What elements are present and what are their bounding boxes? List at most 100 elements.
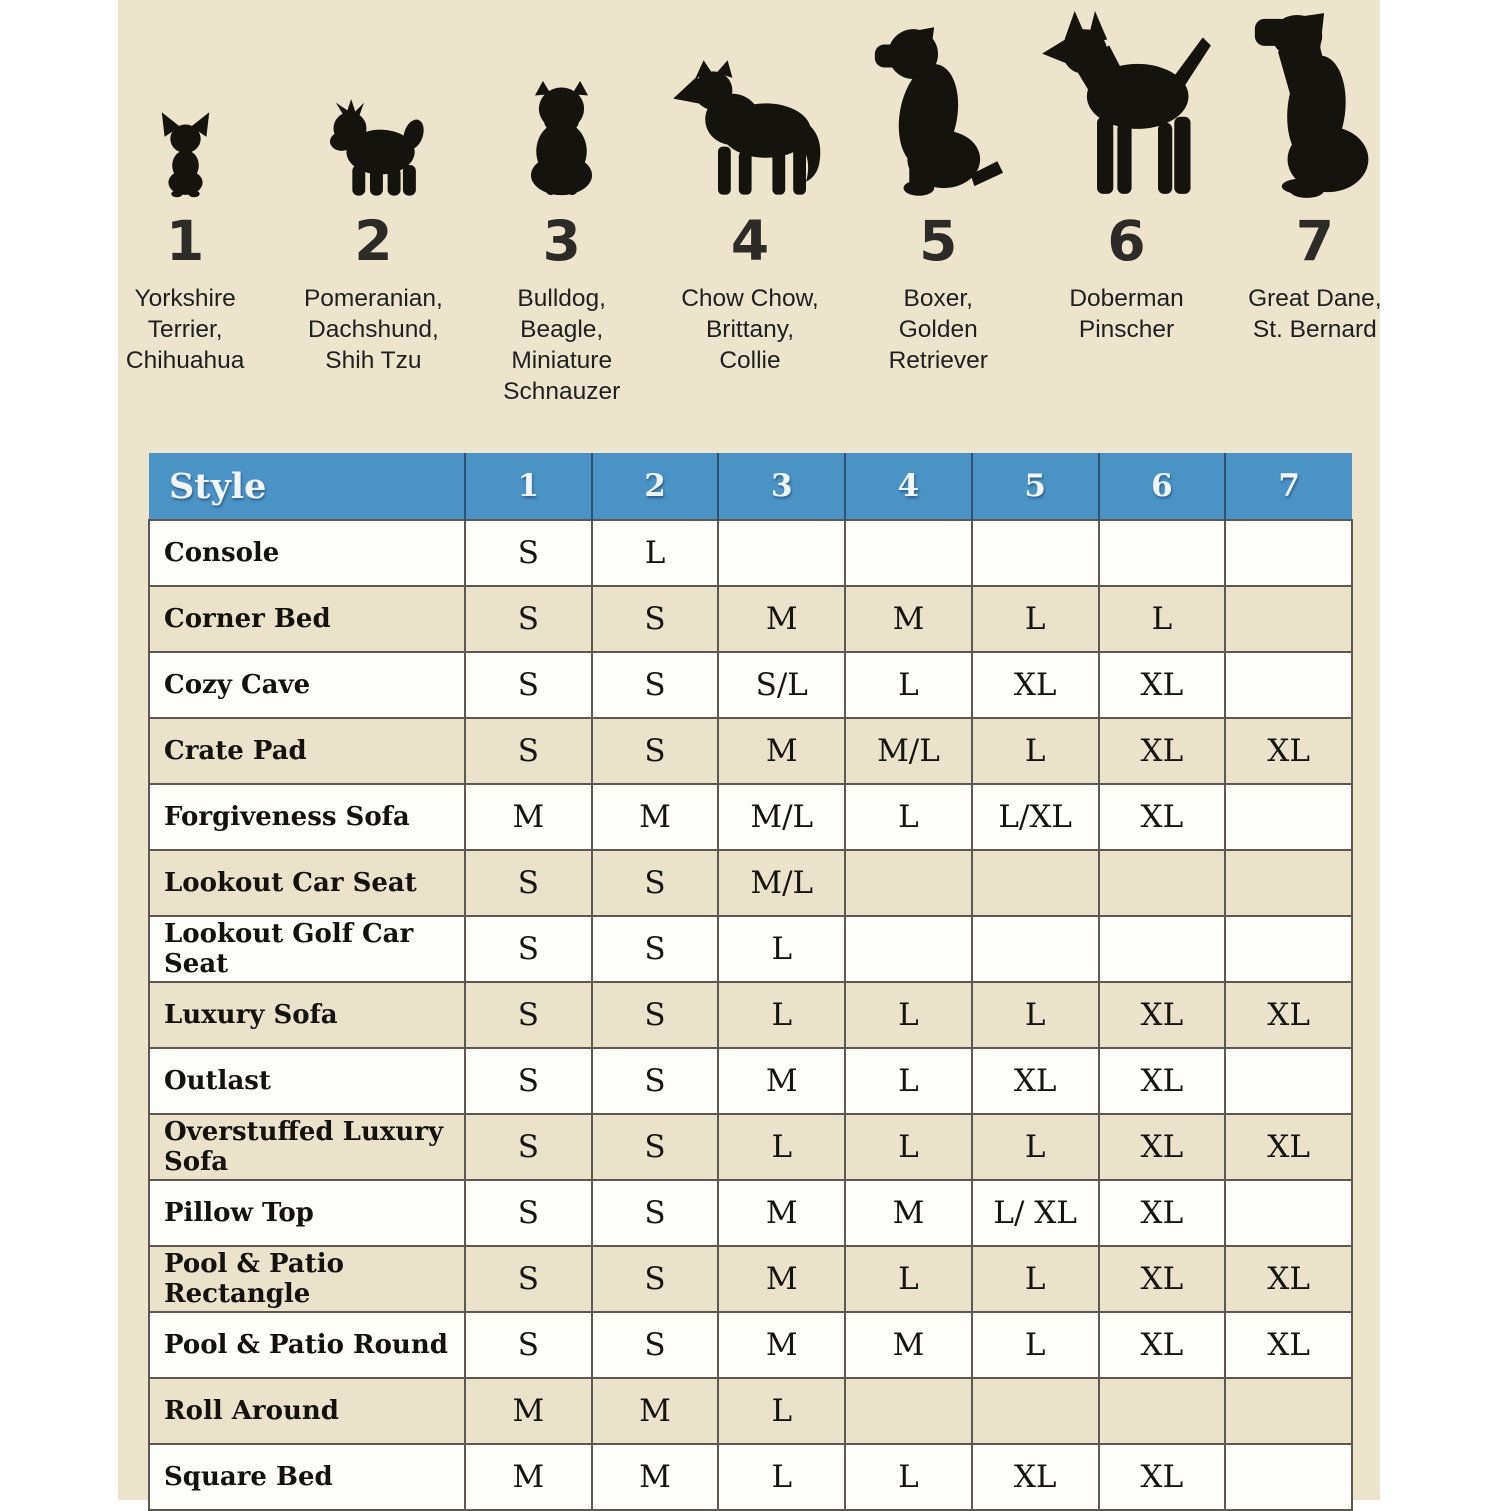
- size-cell: M: [717, 1047, 847, 1115]
- size-cell: S: [464, 651, 593, 719]
- style-label: Outlast: [148, 1047, 466, 1115]
- dog-size-number: 1: [166, 209, 205, 273]
- size-cell: S: [464, 1311, 593, 1379]
- size-cell: XL: [970, 1047, 1100, 1115]
- column-header-3: 3: [717, 453, 846, 520]
- size-cell: S: [464, 981, 593, 1049]
- size-cell: [1224, 519, 1353, 587]
- size-cell: XL: [970, 651, 1100, 719]
- table-row: Pool & Patio Rectangle S S M L L XL XL: [148, 1245, 1353, 1313]
- size-cell: L: [844, 1443, 973, 1511]
- size-cell: M/L: [717, 783, 847, 851]
- size-cell: [970, 519, 1100, 587]
- size-cell: M: [717, 1179, 847, 1247]
- table-row: Cozy Cave S S S/L L XL XL: [148, 651, 1353, 719]
- table-row: Corner Bed S S M M L L: [148, 585, 1353, 653]
- table-row: Console S L: [148, 519, 1353, 587]
- column-header-5: 5: [970, 453, 1099, 520]
- style-label: Roll Around: [148, 1377, 466, 1445]
- size-cell: L: [844, 783, 973, 851]
- dog-group-1: 1 Yorkshire Terrier, Chihuahua: [91, 0, 279, 407]
- size-cell: S: [590, 585, 720, 653]
- size-cell: [1097, 1377, 1227, 1445]
- size-cell: S: [590, 1311, 720, 1379]
- table-row: Outlast S S M L XL XL: [148, 1047, 1353, 1115]
- dog-group-2: 2 Pomeranian, Dachshund, Shih Tzu: [279, 0, 467, 407]
- size-cell: S: [590, 1047, 720, 1115]
- size-cell: [844, 519, 973, 587]
- size-cell: L: [970, 717, 1100, 785]
- size-cell: [970, 915, 1100, 983]
- table-row: Lookout Car Seat S S M/L: [148, 849, 1353, 917]
- style-label: Pool & Patio Round: [148, 1311, 466, 1379]
- dog-size-number: 5: [919, 209, 958, 273]
- size-cell: XL: [1097, 1443, 1227, 1511]
- size-cell: L: [844, 1113, 973, 1181]
- size-cell: M/L: [717, 849, 847, 917]
- size-cell: [844, 1377, 973, 1445]
- size-cell: XL: [1224, 1113, 1353, 1181]
- style-label: Crate Pad: [148, 717, 466, 785]
- dog-breeds-label: Doberman Pinscher: [1069, 285, 1184, 343]
- size-cell: S: [590, 717, 720, 785]
- size-cell: S: [464, 1047, 593, 1115]
- size-cell: XL: [1097, 1245, 1227, 1313]
- dog-group-3: 3 Bulldog, Beagle, Miniature Schnauzer: [468, 0, 656, 407]
- size-cell: L: [717, 1443, 847, 1511]
- style-label: Console: [148, 519, 466, 587]
- boxer-icon: [875, 27, 1004, 196]
- column-header-1: 1: [464, 453, 592, 520]
- dog-breeds-label: Bulldog, Beagle, Miniature Schnauzer: [503, 285, 621, 405]
- size-cell: XL: [1097, 1113, 1227, 1181]
- size-cell: M: [717, 717, 847, 785]
- size-cell: [1224, 585, 1353, 653]
- dog-size-groups: 1 Yorkshire Terrier, Chihuahua 2 Pomeran…: [91, 0, 1409, 407]
- size-cell: L: [970, 585, 1100, 653]
- dog-size-number: 2: [354, 209, 393, 273]
- size-cell: M: [717, 585, 847, 653]
- size-cell: XL: [1224, 717, 1353, 785]
- size-cell: [1224, 915, 1353, 983]
- size-cell: L: [717, 1113, 847, 1181]
- size-cell: S: [464, 519, 593, 587]
- bulldog-icon: [531, 80, 593, 196]
- size-cell: S: [464, 1245, 593, 1313]
- size-cell: S: [590, 981, 720, 1049]
- size-cell: M/L: [844, 717, 973, 785]
- size-cell: L: [717, 915, 847, 983]
- size-cell: S: [590, 651, 720, 719]
- size-cell: S: [464, 717, 593, 785]
- size-cell: [844, 915, 973, 983]
- size-cell: XL: [1097, 717, 1227, 785]
- size-cell: XL: [970, 1443, 1100, 1511]
- size-cell: S: [464, 585, 593, 653]
- size-cell: L: [717, 1377, 847, 1445]
- size-cell: [1224, 1179, 1353, 1247]
- size-cell: XL: [1097, 783, 1227, 851]
- dog-breeds-label: Chow Chow, Brittany, Collie: [681, 285, 819, 374]
- table-row: Roll Around M M L: [148, 1377, 1353, 1445]
- table-row: Forgiveness Sofa M M M/L L L/XL XL: [148, 783, 1353, 851]
- size-cell: XL: [1224, 1245, 1353, 1313]
- size-cell: M: [590, 783, 720, 851]
- size-cell: L: [970, 981, 1100, 1049]
- size-cell: [970, 1377, 1100, 1445]
- size-cell: XL: [1224, 1311, 1353, 1379]
- size-cell: L: [844, 1245, 973, 1313]
- size-cell: XL: [1097, 981, 1227, 1049]
- doberman-icon: [1042, 11, 1211, 194]
- dog-size-number: 6: [1107, 209, 1146, 273]
- size-cell: [1224, 783, 1353, 851]
- column-header-2: 2: [590, 453, 719, 520]
- size-cell: XL: [1097, 1047, 1227, 1115]
- size-cell: [1224, 849, 1353, 917]
- style-label: Overstuffed Luxury Sofa: [148, 1113, 466, 1181]
- size-cell: [1224, 1047, 1353, 1115]
- style-label: Pool & Patio Rectangle: [148, 1245, 466, 1313]
- style-label: Corner Bed: [148, 585, 466, 653]
- table-row: Crate Pad S S M M/L L XL XL: [148, 717, 1353, 785]
- size-cell: L: [844, 1047, 973, 1115]
- size-cell: M: [464, 1443, 593, 1511]
- table-row: Pillow Top S S M M L/ XL XL: [148, 1179, 1353, 1247]
